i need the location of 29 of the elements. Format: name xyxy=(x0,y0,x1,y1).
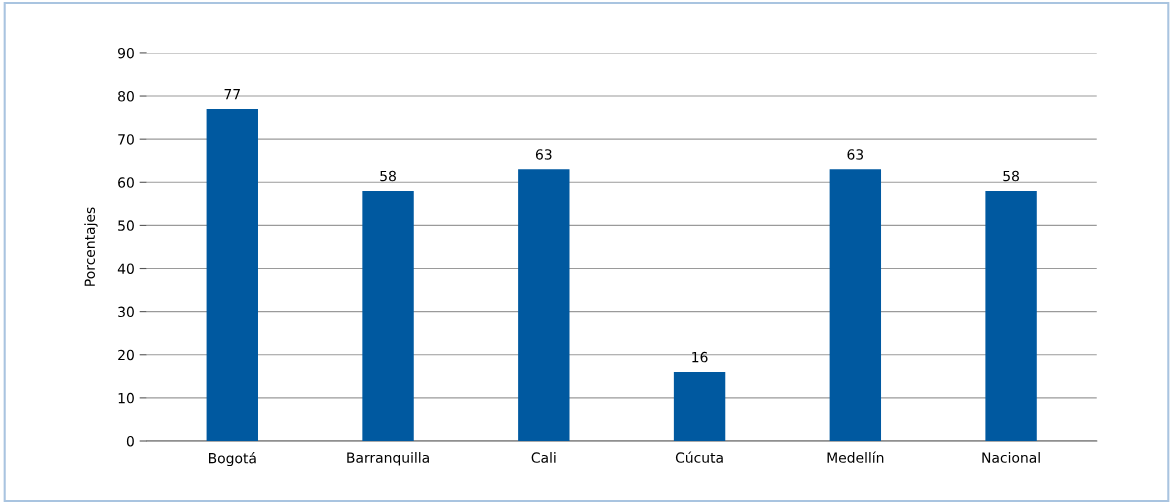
x-tick-label: Cali xyxy=(531,452,556,463)
y-tick-label: 10 xyxy=(118,392,134,404)
x-tick-label: Bogotá xyxy=(209,452,256,467)
y-tick-label: 0 xyxy=(126,435,134,447)
x-tick-label: Barranquilla xyxy=(347,452,429,466)
bar xyxy=(362,190,414,441)
bar xyxy=(518,169,570,441)
y-tick-label: 80 xyxy=(118,91,134,102)
data-label: 58 xyxy=(380,170,396,182)
y-tick-label: 90 xyxy=(118,47,134,59)
data-label: 63 xyxy=(847,149,864,160)
bar xyxy=(985,190,1037,441)
y-tick-label: 40 xyxy=(117,263,134,274)
x-tick-label: Cúcuta xyxy=(675,451,723,463)
data-label: 63 xyxy=(535,149,552,160)
y-tick-label: 20 xyxy=(118,349,134,361)
y-tick-label: 30 xyxy=(118,306,134,318)
bar xyxy=(829,169,882,441)
y-tick-label: 70 xyxy=(118,134,134,145)
y-tick-label: 50 xyxy=(118,220,134,231)
x-tick-label: Nacional xyxy=(982,452,1040,463)
x-tick-label: Medellín xyxy=(827,451,884,463)
bar xyxy=(673,372,726,441)
data-label: 58 xyxy=(1003,170,1019,182)
bar xyxy=(206,108,258,441)
data-label: 77 xyxy=(224,89,240,100)
y-tick-label: 60 xyxy=(118,177,134,188)
data-label: 16 xyxy=(692,351,708,363)
y-axis-title: Porcentajes xyxy=(84,207,98,286)
